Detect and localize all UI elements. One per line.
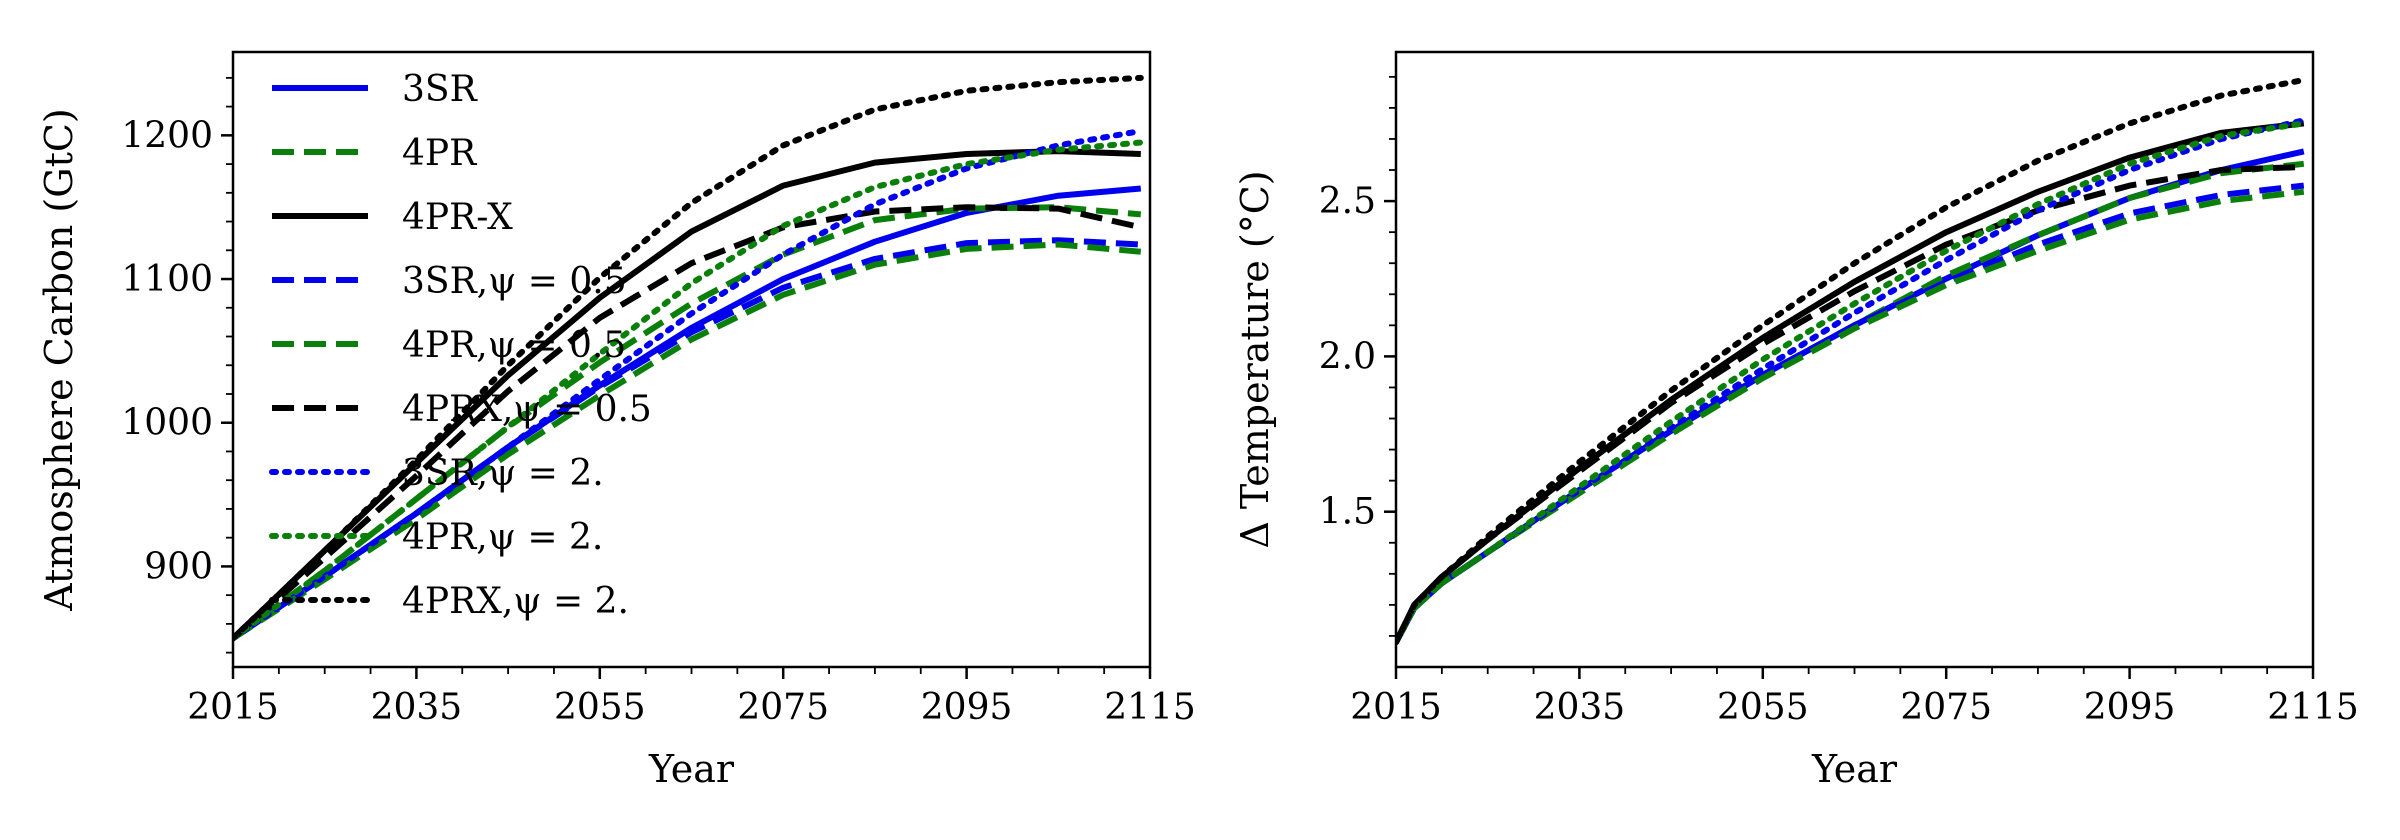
legend-label-7: 4PR,ψ = 2.	[402, 517, 603, 558]
series-line-7	[233, 139, 1144, 642]
x-tick-label: 2035	[371, 687, 463, 728]
x-tick-label: 2015	[187, 687, 279, 728]
series-line-7	[1396, 120, 2307, 646]
series-line-6	[233, 128, 1144, 642]
y-axis-label: Δ Temperature (°C)	[1233, 170, 1277, 548]
legend-label-6: 3SR,ψ = 2.	[402, 453, 604, 494]
y-axis-label: Atmosphere Carbon (GtC)	[37, 108, 81, 611]
x-tick-label: 2115	[2267, 687, 2359, 728]
legend-label-8: 4PRX,ψ = 2.	[402, 581, 629, 622]
series-line-8	[1396, 77, 2307, 646]
series-line-1	[1396, 160, 2305, 644]
series-line-5	[1396, 163, 2304, 644]
y-tick-label: 1200	[121, 115, 213, 156]
y-tick-label: 2.5	[1319, 181, 1376, 222]
series-line-2	[233, 148, 1141, 641]
series-line-8	[233, 74, 1144, 642]
chart-panel-1: 2015 2035 2055 2075 2095 2115 1.5 2.0 2.5 Year Δ T…	[1233, 50, 2359, 791]
x-tick-label: 2055	[554, 687, 646, 728]
x-tick-label: 2095	[2084, 687, 2176, 728]
legend-label-1: 4PR	[402, 133, 477, 174]
legend: 3SR 4PR 4PR-X 3SR,ψ = 0.5 4PR,ψ = 0.5 4PRX,ψ …	[269, 69, 652, 622]
series-line-4	[1396, 188, 2305, 644]
chart-panel-0: 2015 2035 2055 2075 2095 2115 900 1000 1100 1200 Y…	[37, 50, 1196, 791]
series-line-3	[1396, 182, 2305, 644]
series-line-1	[233, 204, 1142, 641]
series-line-6	[1396, 117, 2307, 646]
legend-label-2: 4PR-X	[402, 197, 513, 238]
legend-label-5: 4PRX,ψ = 0.5	[402, 389, 652, 430]
series-line-4	[233, 241, 1142, 641]
series-line-0	[1396, 148, 2305, 644]
series-line-5	[233, 204, 1142, 641]
series-group	[233, 74, 1144, 642]
axes-frame	[231, 50, 1152, 669]
legend-label-4: 4PR,ψ = 0.5	[402, 325, 626, 366]
legend-label-0: 3SR	[402, 69, 478, 110]
x-tick-label: 2095	[921, 687, 1013, 728]
x-axis-label: Year	[1811, 747, 1898, 791]
legend-label-3: 3SR,ψ = 0.5	[402, 261, 627, 302]
x-tick-label: 2115	[1104, 687, 1196, 728]
y-tick-label: 2.0	[1319, 336, 1376, 377]
x-tick-label: 2075	[737, 687, 829, 728]
series-group	[1396, 77, 2307, 646]
series-line-3	[233, 237, 1141, 641]
y-tick-label: 1100	[121, 259, 213, 300]
y-tick-label: 1000	[121, 403, 213, 444]
series-line-2	[1396, 120, 2305, 644]
x-tick-label: 2075	[1900, 687, 1992, 728]
x-tick-label: 2015	[1350, 687, 1442, 728]
x-axis-label: Year	[648, 747, 735, 791]
series-line-0	[233, 185, 1142, 641]
x-tick-label: 2055	[1717, 687, 1809, 728]
x-tick-label: 2035	[1534, 687, 1626, 728]
y-tick-label: 900	[144, 546, 213, 587]
y-tick-label: 1.5	[1319, 492, 1376, 533]
